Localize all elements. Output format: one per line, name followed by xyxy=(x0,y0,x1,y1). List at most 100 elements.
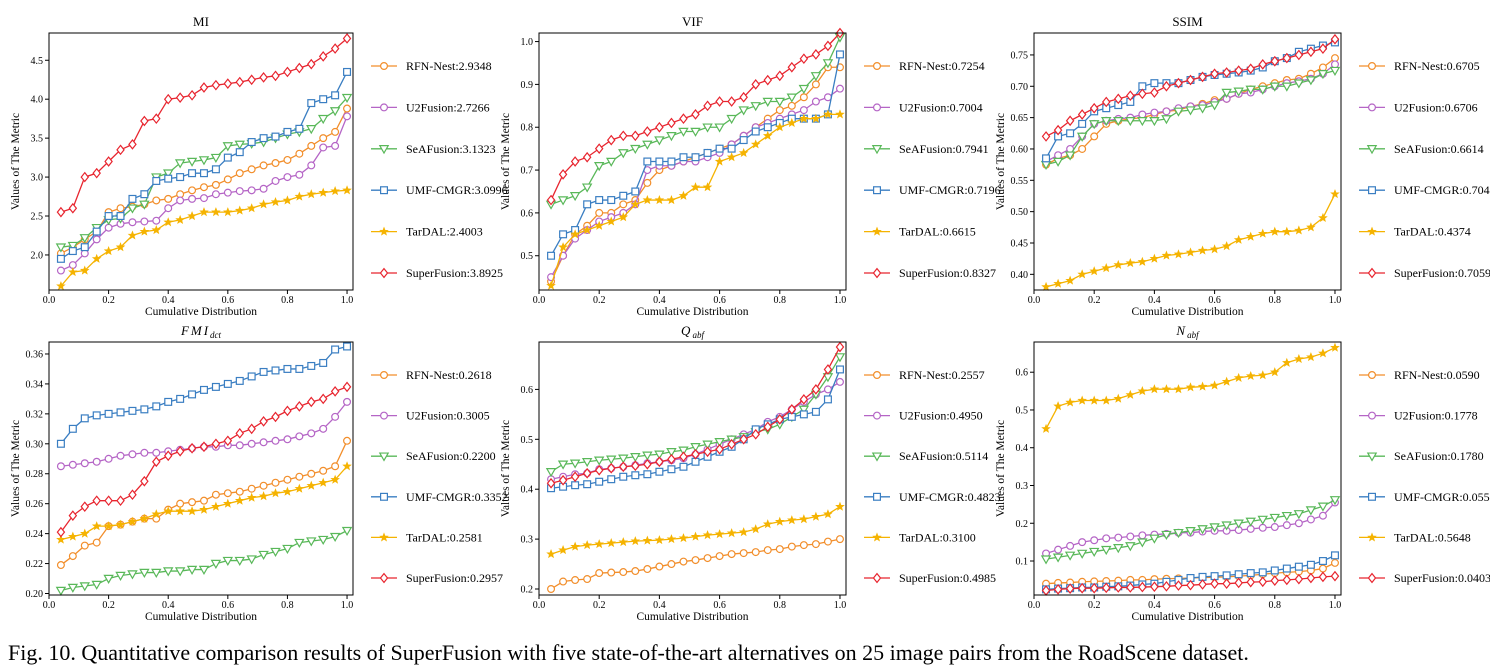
data-point xyxy=(1282,564,1291,573)
data-point xyxy=(1185,527,1196,537)
data-point xyxy=(679,113,688,125)
x-tick-label: 0.6 xyxy=(1208,295,1221,306)
data-point xyxy=(330,43,340,54)
data-point xyxy=(799,113,809,123)
data-point xyxy=(690,531,701,541)
legend-item: RFN-Nest:0.6705 xyxy=(1359,59,1480,73)
legend-marker xyxy=(1367,186,1376,195)
data-point xyxy=(787,542,796,551)
data-point xyxy=(619,472,628,481)
data-point xyxy=(835,50,844,59)
data-point xyxy=(55,586,67,596)
data-point xyxy=(1113,259,1124,269)
data-point xyxy=(631,471,640,480)
data-point xyxy=(1318,511,1327,520)
y-tick-label: 0.4 xyxy=(1016,443,1029,454)
data-point xyxy=(1053,583,1063,595)
data-point xyxy=(259,367,268,376)
series-line xyxy=(550,113,840,286)
data-point xyxy=(1041,131,1051,142)
data-point xyxy=(1257,85,1268,95)
data-point xyxy=(642,535,653,545)
legend-item: RFN-Nest:2.9348 xyxy=(371,59,492,73)
data-point xyxy=(211,165,220,174)
chart-title: FMIdct xyxy=(180,323,222,340)
data-point xyxy=(763,123,772,132)
data-point xyxy=(163,217,174,227)
data-point xyxy=(810,72,822,82)
data-point xyxy=(1137,538,1148,548)
data-point xyxy=(582,224,592,235)
x-tick-label: 0.8 xyxy=(774,600,787,611)
data-point xyxy=(1125,542,1136,552)
data-point xyxy=(1330,551,1339,560)
data-point xyxy=(319,466,328,475)
data-point xyxy=(726,114,737,125)
data-point xyxy=(702,440,713,450)
data-point xyxy=(1064,151,1076,161)
legend-marker xyxy=(380,186,389,195)
data-point xyxy=(247,484,256,493)
legend-marker xyxy=(379,267,389,279)
data-point xyxy=(1306,222,1316,232)
legend-label: TarDAL:0.6615 xyxy=(899,225,976,239)
data-point xyxy=(175,214,185,224)
chart-title: SSIM xyxy=(1172,14,1203,29)
data-point xyxy=(198,156,210,166)
data-point xyxy=(546,477,556,489)
legend-marker xyxy=(872,103,881,112)
series-TarDAL xyxy=(1041,342,1340,433)
data-point xyxy=(1078,119,1087,128)
legend-label: SeAFusion:0.1780 xyxy=(1394,449,1484,463)
data-point xyxy=(835,84,844,93)
x-tick-label: 0.2 xyxy=(102,600,115,611)
data-point xyxy=(1198,579,1207,590)
data-point xyxy=(307,161,316,170)
series-line xyxy=(60,345,348,445)
x-axis-label: Cumulative Distribution xyxy=(636,306,748,318)
data-point xyxy=(270,196,281,207)
data-point xyxy=(1222,67,1231,78)
chart-title: Qabf xyxy=(681,323,705,340)
data-point xyxy=(1293,510,1305,520)
data-point xyxy=(164,397,173,406)
data-point xyxy=(80,459,89,468)
data-point xyxy=(1173,384,1184,394)
data-point xyxy=(799,410,808,419)
series-SuperFusion xyxy=(56,381,352,538)
data-point xyxy=(751,428,760,440)
data-point xyxy=(92,538,101,547)
data-point xyxy=(1245,231,1256,241)
data-point xyxy=(1090,536,1099,545)
data-point xyxy=(702,123,713,133)
data-point xyxy=(1113,93,1123,105)
data-point xyxy=(176,173,185,182)
legend-marker xyxy=(379,226,389,236)
data-point xyxy=(595,569,604,578)
data-point xyxy=(319,424,328,433)
data-point xyxy=(1330,342,1340,352)
data-point xyxy=(714,123,725,133)
data-point xyxy=(618,454,629,464)
data-point xyxy=(307,99,316,108)
data-point xyxy=(329,532,341,543)
data-point xyxy=(306,58,316,70)
data-point xyxy=(128,139,137,150)
data-point xyxy=(643,157,652,166)
data-point xyxy=(67,241,79,252)
data-point xyxy=(79,265,90,275)
x-tick-label: 0.0 xyxy=(1028,600,1041,611)
data-point xyxy=(643,126,652,137)
data-point xyxy=(259,438,268,447)
data-point xyxy=(188,498,197,507)
data-point xyxy=(727,550,736,559)
data-point xyxy=(116,408,125,417)
legend-label: RFN-Nest:2.9348 xyxy=(406,59,492,73)
data-point xyxy=(152,176,161,185)
data-point xyxy=(140,405,149,414)
data-point xyxy=(56,281,66,291)
data-point xyxy=(163,93,173,105)
data-point xyxy=(1138,110,1147,119)
x-tick-label: 0.4 xyxy=(1148,600,1161,611)
data-point xyxy=(811,49,821,60)
